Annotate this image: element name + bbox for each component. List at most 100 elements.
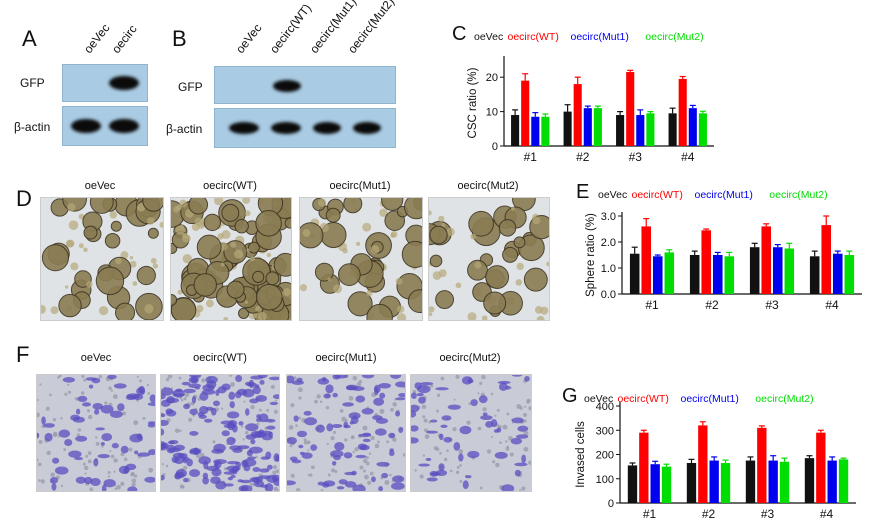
bar [541, 116, 550, 146]
bar [688, 108, 697, 146]
x-tick-label: #4 [681, 150, 695, 164]
panel-a-row-label: β-actin [14, 120, 51, 134]
panel-d-caption: oeVec [84, 180, 116, 192]
x-tick-label: #2 [705, 298, 719, 312]
panel-d-caption: oecirc(Mut2) [457, 180, 519, 192]
band [271, 122, 301, 134]
panel-f-caption: oecirc(WT) [193, 352, 247, 364]
bar [804, 458, 815, 503]
y-tick-label: 0.0 [601, 289, 616, 301]
bar [661, 466, 672, 503]
x-tick-label: #4 [825, 298, 839, 312]
bar [678, 78, 687, 146]
panel-letter: E [576, 181, 589, 203]
panel-letter: G [562, 385, 578, 407]
bar [650, 464, 660, 503]
panel-f-caption: oecirc(Mut2) [439, 352, 501, 364]
bar [668, 113, 677, 146]
panel-d-caption: oecirc(Mut1) [329, 180, 391, 192]
bar [844, 255, 855, 294]
panel-a-lane-label: oecirc [108, 22, 140, 56]
band [273, 80, 301, 92]
bar [629, 253, 640, 294]
bar [531, 116, 540, 146]
legend-entry: oeVec [598, 189, 627, 201]
bar [709, 460, 719, 503]
x-tick-label: #2 [576, 150, 590, 164]
sphere-image [428, 197, 550, 321]
bar [833, 253, 843, 294]
legend-entry: oeVec [584, 393, 613, 405]
band [353, 122, 381, 134]
bar [745, 460, 756, 503]
bar [701, 230, 711, 294]
panel-b-actin-blot [214, 108, 396, 148]
panel-a-gfp-blot [62, 64, 148, 102]
bar [779, 461, 790, 503]
legend-entry: oecirc(Mut2) [755, 393, 813, 405]
bar [749, 247, 760, 294]
bar [646, 113, 655, 146]
bar [563, 111, 572, 146]
panel-a-lane-label: oeVec [80, 21, 113, 57]
y-tick-label: 10 [486, 107, 498, 119]
legend-entry: oeVec [474, 31, 503, 43]
y-tick-label: 0 [608, 498, 614, 510]
bar [583, 108, 592, 146]
y-axis-label: Sphere ratio (%) [585, 213, 597, 297]
x-tick-label: #4 [820, 507, 834, 521]
panel-b-letter: B [172, 26, 187, 51]
x-tick-label: #3 [765, 298, 779, 312]
sphere-image [299, 197, 423, 321]
panel-f-caption: oeVec [80, 352, 112, 364]
bar [641, 226, 651, 294]
legend-entry: oecirc(Mut1) [681, 393, 739, 405]
y-tick-label: 0 [492, 141, 498, 153]
bar [784, 248, 795, 294]
bar [639, 432, 649, 503]
invasion-image [286, 374, 406, 492]
bar [827, 460, 837, 503]
panel-a-letter: A [22, 26, 37, 51]
y-axis-label: CSC ratio (%) [467, 67, 479, 138]
panel-a-actin-blot [62, 106, 148, 146]
bar [511, 115, 520, 146]
bar [698, 113, 707, 146]
bar [816, 432, 826, 503]
panel-b-lane-label: oeVec [232, 21, 265, 57]
invasion-image [160, 374, 280, 492]
x-tick-label: #1 [645, 298, 659, 312]
bar [773, 247, 783, 294]
x-tick-label: #1 [643, 507, 657, 521]
legend-entry: oecirc(WT) [632, 189, 683, 201]
bar [686, 462, 697, 503]
y-tick-label: 200 [596, 450, 614, 462]
x-tick-label: #3 [761, 507, 775, 521]
x-tick-label: #3 [629, 150, 643, 164]
x-tick-label: #1 [524, 150, 538, 164]
bar [593, 108, 602, 146]
panel-d-letter: D [16, 186, 32, 211]
sphere-image [170, 197, 292, 321]
band [313, 122, 341, 134]
bar [616, 115, 625, 146]
bar [521, 80, 530, 146]
band [109, 76, 139, 90]
band [109, 119, 139, 133]
invasion-image [36, 374, 156, 492]
bar [768, 460, 778, 503]
bar [713, 255, 723, 294]
panel-a-row-label: GFP [20, 76, 45, 90]
bar [689, 255, 700, 294]
bar [698, 425, 708, 503]
bar [636, 115, 645, 146]
bar [626, 72, 635, 146]
y-tick-label: 3.0 [601, 211, 616, 223]
bar [653, 256, 663, 294]
y-tick-label: 100 [596, 474, 614, 486]
bar [573, 84, 582, 146]
y-tick-label: 300 [596, 425, 614, 437]
panel-d-caption: oecirc(WT) [203, 180, 257, 192]
